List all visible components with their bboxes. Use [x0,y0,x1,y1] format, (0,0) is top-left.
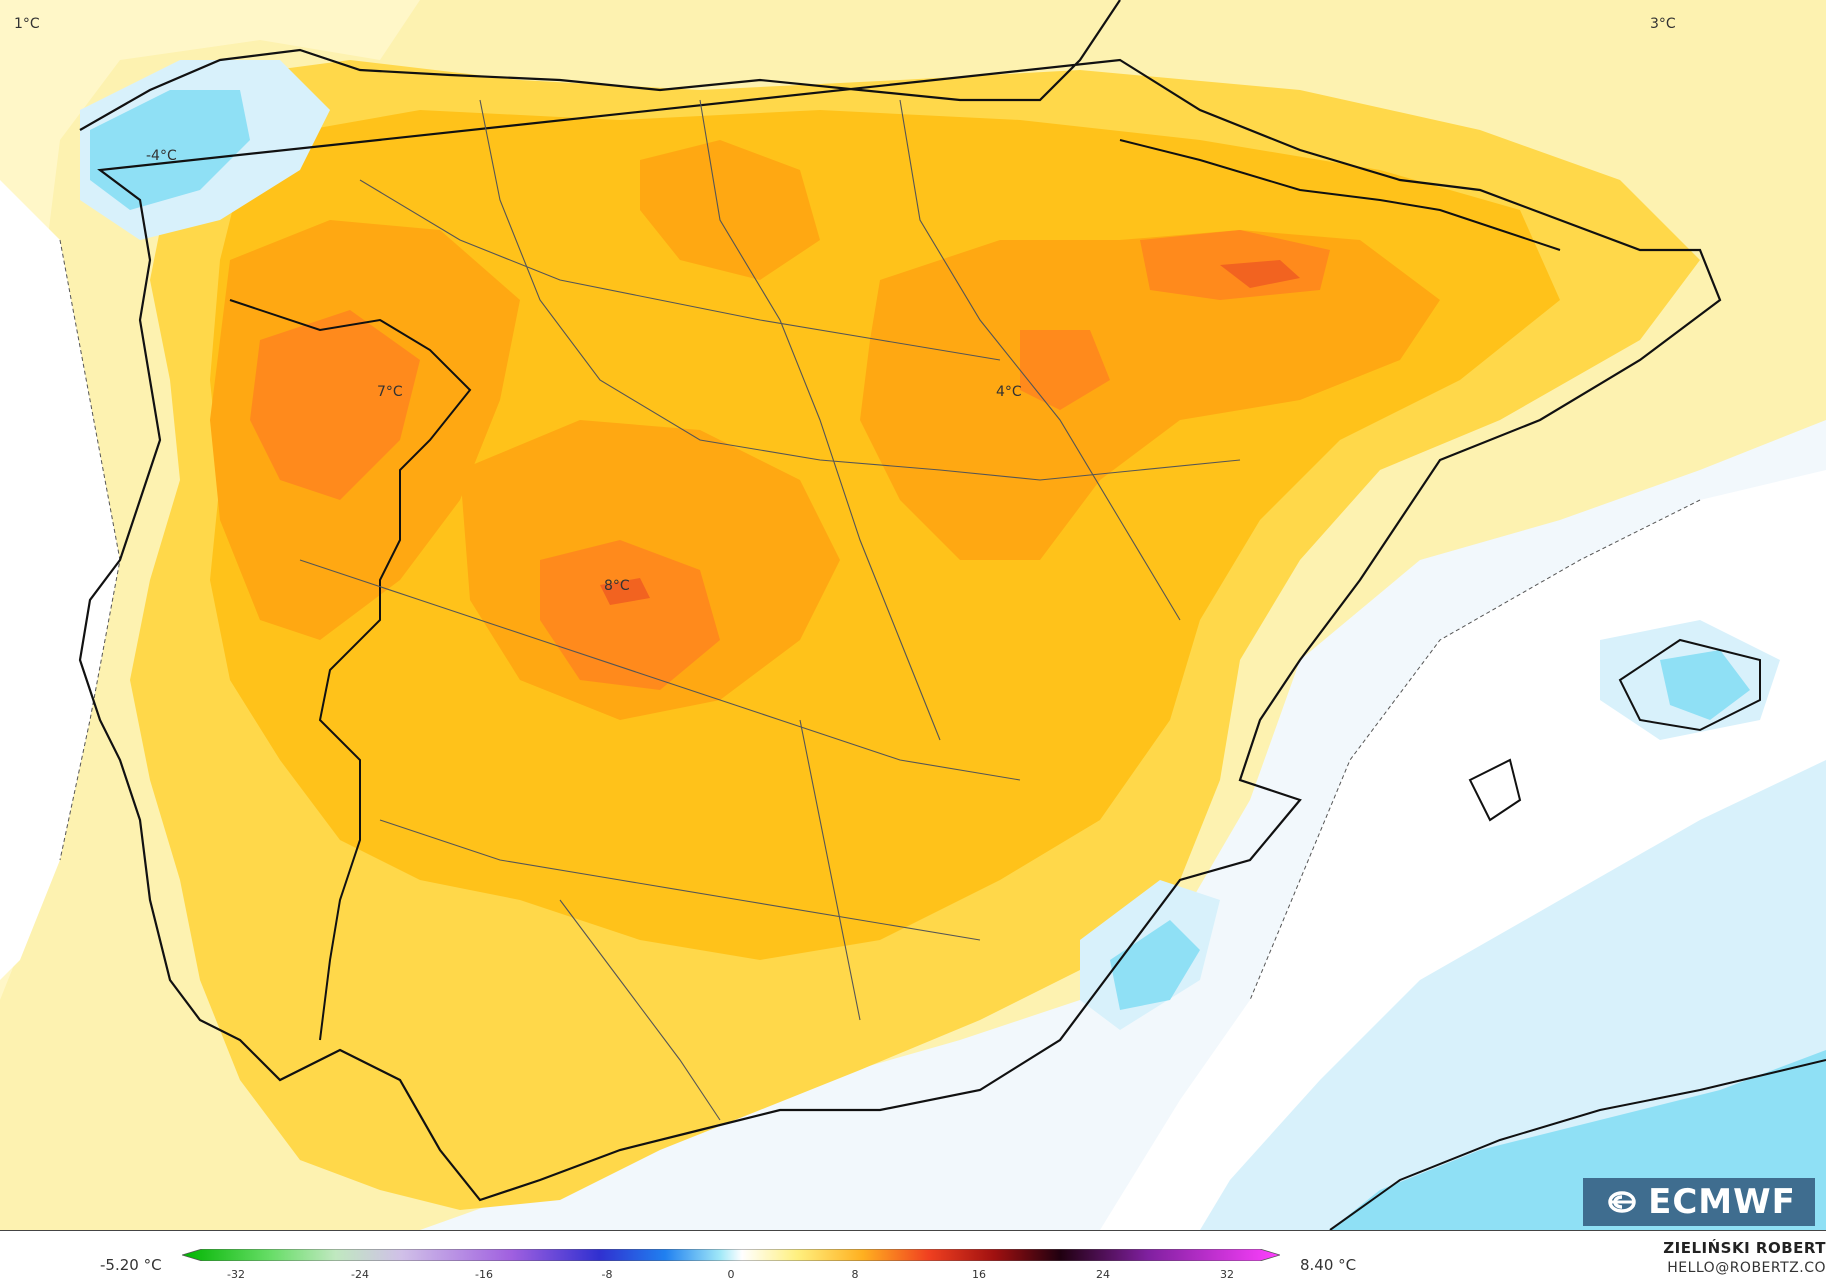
coastline [78,0,1722,1202]
contour-pale-west [0,0,420,1000]
legend-tick: 24 [1096,1268,1110,1281]
contour-red-center [600,578,650,605]
contour-cold-blue-murcia [1110,920,1200,1010]
ecmwf-logo-icon [1608,1191,1636,1213]
credit-author: ZIELIŃSKI ROBERT [1663,1239,1826,1257]
country-border-france [1119,139,1561,251]
legend-footer: -5.20 °C -32 -24 [0,1230,1826,1288]
contour-deep-orange-center [540,540,720,690]
legend-tick: -32 [227,1268,245,1281]
legend-colorbar [182,1249,1280,1261]
contour-deep-orange-aragon [1020,330,1110,410]
legend-tick: -16 [475,1268,493,1281]
legend-tick: 32 [1220,1268,1234,1281]
contour-red-east [1220,260,1300,288]
legend-min-value: -5.20 °C [100,1256,162,1274]
legend-tick: 16 [972,1268,986,1281]
contour-orange-north [640,140,820,280]
sea-west [0,180,120,980]
ecmwf-logo: ECMWF [1583,1178,1815,1226]
ecmwf-logo-text: ECMWF [1648,1182,1796,1222]
coast-north-africa [1329,1059,1826,1230]
legend-tick: 8 [851,1268,859,1281]
island-mallorca [1618,638,1761,732]
country-border-portugal [229,299,472,1041]
island-ibiza [1468,758,1522,822]
legend-tick: 0 [727,1268,735,1281]
contour-orange-east [860,230,1440,560]
legend-max-value: 8.40 °C [1300,1256,1357,1274]
legend-tick: -24 [351,1268,369,1281]
credit-email: HELLO@ROBERTZ.CO [1667,1260,1826,1276]
contour-cold-blue-baleares [1660,650,1750,720]
region-borders [299,99,1241,1121]
contour-cold-blue-galicia [90,90,250,210]
temperature-map: 1°C -4°C 3°C 7°C 4°C 8°C ECMWF [0,0,1826,1230]
contour-deep-orange-west [250,310,420,500]
contour-line-dashed [1249,499,1701,1001]
map-canvas [0,0,1826,1230]
legend-tick: -8 [601,1268,613,1281]
